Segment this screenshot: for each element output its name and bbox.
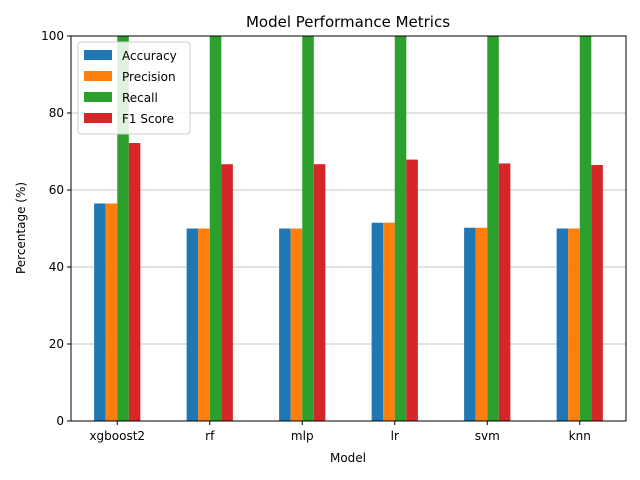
plot-frame	[70, 35, 627, 422]
y-axis-label: Percentage (%)	[14, 182, 28, 274]
chart-title: Model Performance Metrics	[246, 13, 450, 31]
grid-lines	[71, 112, 626, 345]
bar-f1-score-xgboost2	[128, 143, 141, 421]
bar-f1-score-lr	[406, 159, 418, 421]
bar-recall-xgboost2	[117, 36, 129, 421]
bar-precision-lr	[383, 222, 395, 421]
bars	[94, 36, 603, 421]
x-axis: xgboost2 rf mlp lr svm knn	[89, 421, 591, 443]
legend: Accuracy Precision Recall F1 Score	[77, 41, 191, 135]
legend-label: F1 Score	[122, 112, 174, 126]
bar-accuracy-mlp	[279, 228, 291, 421]
bar-recall-svm	[487, 36, 499, 421]
y-tick-label: 20	[49, 337, 64, 351]
y-tick-label: 60	[49, 183, 64, 197]
bar-accuracy-rf	[186, 228, 199, 421]
y-tick-label: 80	[49, 106, 64, 120]
bar-accuracy-lr	[371, 222, 384, 421]
bar-f1-score-mlp	[313, 164, 326, 421]
bar-recall-lr	[394, 36, 407, 421]
y-axis: 0 20 40 60 80 100	[41, 29, 71, 428]
x-tick-label: rf	[205, 429, 215, 443]
x-tick-label: svm	[475, 429, 500, 443]
bar-precision-mlp	[290, 228, 303, 421]
legend-swatch	[84, 92, 112, 102]
legend-swatch	[84, 113, 112, 123]
y-tick-label: 40	[49, 260, 64, 274]
y-tick-label: 100	[41, 29, 64, 43]
bar-recall-rf	[209, 36, 222, 421]
bar-f1-score-rf	[221, 164, 233, 421]
bar-precision-rf	[198, 228, 210, 421]
x-tick-label: knn	[569, 429, 591, 443]
bar-precision-knn	[568, 228, 580, 421]
bar-f1-score-svm	[498, 163, 511, 421]
bar-precision-xgboost2	[105, 203, 118, 421]
x-axis-label: Model	[330, 451, 366, 465]
bar-precision-svm	[475, 227, 488, 421]
x-tick-label: xgboost2	[89, 429, 145, 443]
bar-accuracy-xgboost2	[94, 203, 106, 421]
bar-recall-mlp	[302, 36, 314, 421]
bar-accuracy-knn	[556, 228, 569, 421]
bar-accuracy-svm	[464, 227, 476, 421]
x-tick-label: mlp	[291, 429, 314, 443]
y-tick-label: 0	[56, 414, 64, 428]
x-tick-label: lr	[391, 429, 399, 443]
legend-box	[77, 41, 191, 135]
legend-swatch	[84, 50, 112, 60]
bar-recall-knn	[579, 36, 592, 421]
legend-swatch	[84, 71, 112, 81]
legend-label: Precision	[122, 70, 176, 84]
legend-label: Recall	[122, 91, 158, 105]
legend-label: Accuracy	[122, 49, 177, 63]
bar-f1-score-knn	[591, 164, 603, 421]
